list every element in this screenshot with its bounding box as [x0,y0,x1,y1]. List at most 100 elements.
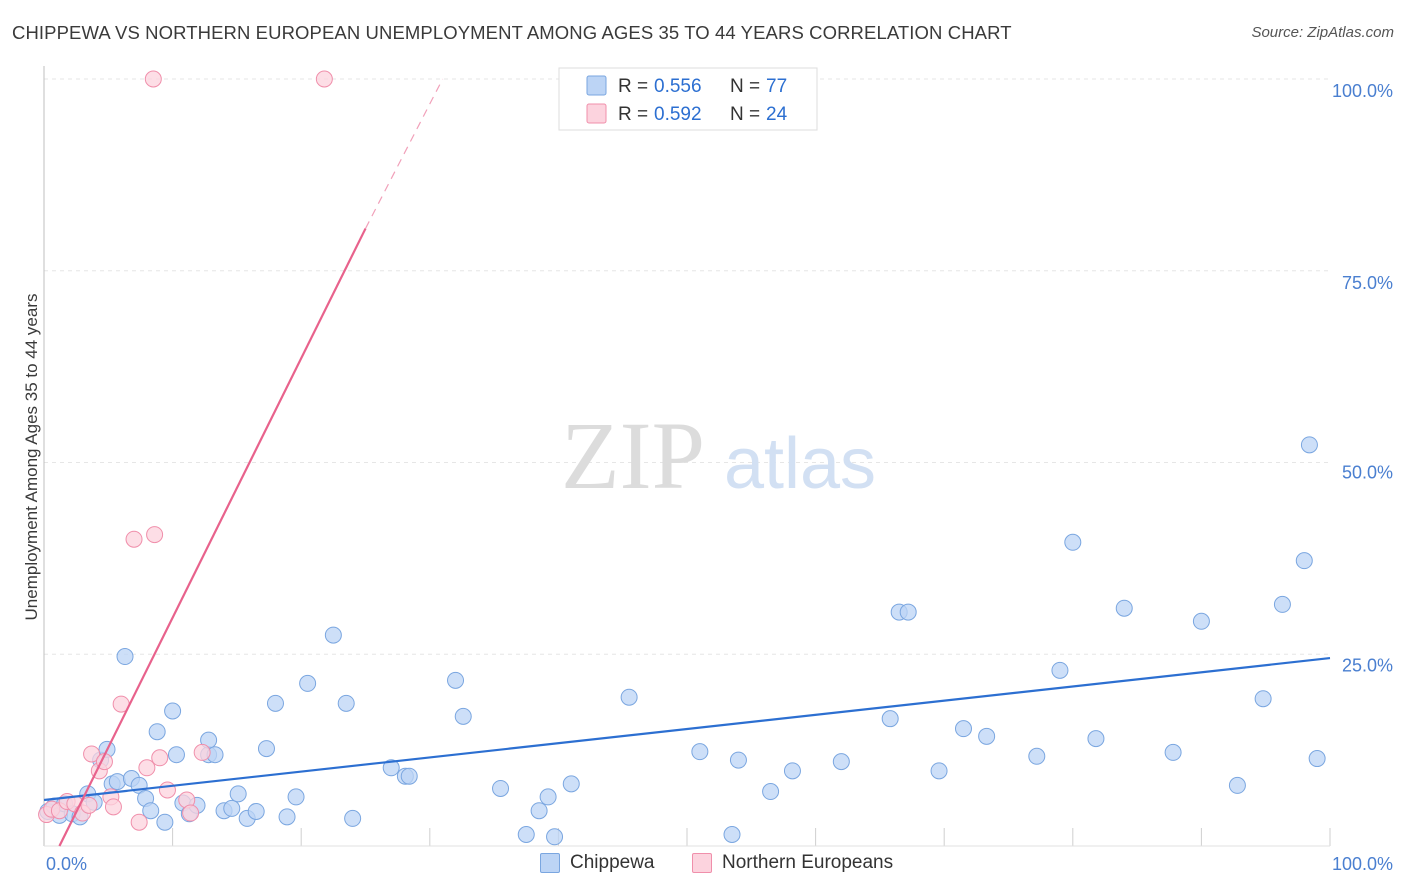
chippewa-point [832,753,850,771]
chippewa-point [1300,436,1318,454]
chippewa-point [539,788,557,806]
legend-n-label-1: N = [730,76,760,97]
watermark: ZIP atlas [561,402,876,509]
chippewa-point [164,702,182,720]
chippewa-point [1064,533,1082,551]
legend-northern-label: Northern Europeans [722,852,894,873]
legend-n-value-1: 77 [766,76,787,97]
chippewa-point [278,808,296,826]
chippewa-point [299,674,317,692]
chippewa-point [1273,595,1291,613]
chippewa-point [116,648,134,666]
chippewa-trend-line [43,656,1331,802]
legend-chippewa-swatch [540,853,560,873]
northern-point [182,804,200,822]
northern-point [130,813,148,831]
chippewa-point [1254,690,1272,708]
watermark-atlas: atlas [724,424,876,504]
legend-r-label-1: R = [618,76,648,97]
source-credit: Source: ZipAtlas.com [1251,24,1394,41]
chippewa-point [899,603,917,621]
chippewa-point [266,694,284,712]
northern-point [144,70,162,88]
northern-point [315,70,333,88]
legend-r-value-1: 0.556 [654,76,702,97]
chippewa-point [257,740,275,758]
legend-item-chippewa: Chippewa [540,852,655,874]
chart-title: CHIPPEWA VS NORTHERN EUROPEAN UNEMPLOYME… [12,22,1012,43]
chippewa-point [954,720,972,738]
chippewa-point [1051,661,1069,679]
chippewa-point [400,767,418,785]
northern-point [151,749,169,767]
chippewa-point [530,802,548,820]
y-tick-label: 50.0% [1342,463,1393,483]
northern-point [193,743,211,761]
chippewa-point [1087,730,1105,748]
x-tick-label: 0.0% [46,854,87,874]
chippewa-point [881,710,899,728]
northern-point [104,798,122,816]
chippewa-point [762,783,780,801]
chippewa-point [287,788,305,806]
chippewa-point [447,671,465,689]
legend-item-northern: Northern Europeans [692,852,893,874]
x-tick-label: 100.0% [1332,854,1393,874]
y-axis-label: Unemployment Among Ages 35 to 44 years [22,294,41,621]
chippewa-point [454,707,472,725]
northern-point [125,530,143,548]
chippewa-point [108,773,126,791]
legend-swatch-chippewa [586,75,607,96]
chippewa-point [723,825,741,843]
chippewa-point [167,746,185,764]
legend-n-value-2: 24 [766,104,788,125]
northern-point [158,781,176,799]
chippewa-point [1308,750,1326,768]
chippewa-point [156,813,174,831]
northern-point [146,526,164,544]
y-tick-label: 25.0% [1342,655,1393,675]
chippewa-point [324,626,342,644]
chippewa-point [492,779,510,797]
chippewa-point [783,762,801,780]
trend-layer [43,78,1331,847]
chippewa-point [620,688,638,706]
chippewa-point [729,751,747,769]
chippewa-point [546,828,564,846]
grid-layer [44,78,1330,655]
chippewa-point [247,802,265,820]
chippewa-point [382,759,400,777]
chippewa-point [1295,552,1313,570]
northern-point [138,759,156,777]
northern-trend-extension [364,78,444,229]
chippewa-point [142,802,160,820]
legend-r-label-2: R = [618,104,648,125]
chippewa-point [562,775,580,793]
chippewa-point [517,825,535,843]
chippewa-point [691,743,709,761]
northern-point [83,745,101,763]
chippewa-point [148,723,166,741]
axis-layer: 100.0% 75.0% 50.0% 25.0% 0.0% 100.0% [43,66,1393,874]
chippewa-point [229,785,247,803]
legend-r-value-2: 0.592 [654,104,702,125]
legend-northern-swatch [692,853,712,873]
chippewa-point [930,762,948,780]
watermark-zip: ZIP [561,402,705,509]
legend-n-label-2: N = [730,104,760,125]
y-tick-label: 75.0% [1342,273,1393,293]
bottom-legend: Chippewa Northern Europeans [0,852,1406,878]
stats-legend: R = 0.556 N = 77 R = 0.592 N = 24 [558,67,818,131]
y-tick-label: 100.0% [1332,81,1393,101]
northern-trend-line [58,228,367,847]
chippewa-point [1115,599,1133,617]
northern-point [80,796,98,814]
chippewa-point [978,727,996,745]
chippewa-point [1228,776,1246,794]
legend-chippewa-label: Chippewa [570,852,655,873]
chippewa-point [337,694,355,712]
chippewa-point [223,799,241,817]
chippewa-point [1028,747,1046,765]
chippewa-point [1164,743,1182,761]
